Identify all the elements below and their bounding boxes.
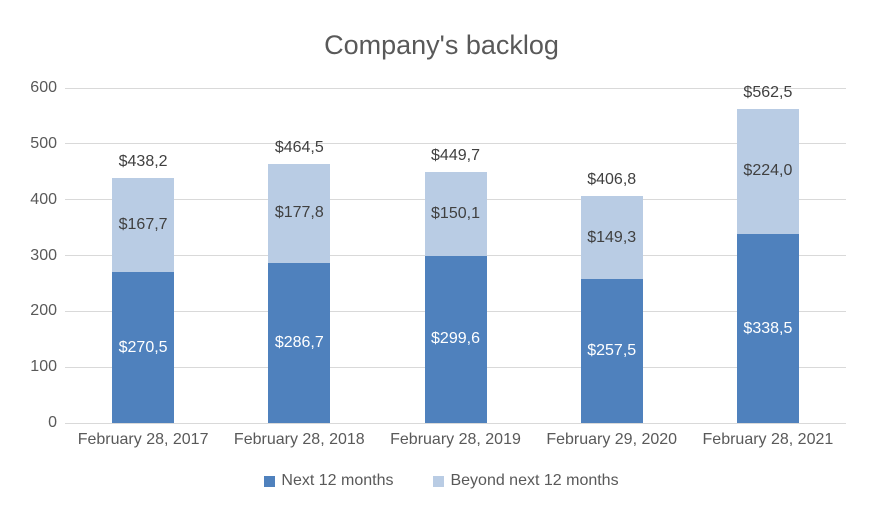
total-value-label: $438,2: [118, 153, 168, 171]
bar-segment-next-12-months: [424, 255, 487, 423]
value-label-next-12-months: $257,5: [587, 342, 637, 360]
y-axis-tick-label: 0: [48, 414, 57, 431]
value-label-beyond-next-12-months: $167,7: [118, 216, 168, 234]
x-axis-category-label: February 28, 2017: [77, 431, 209, 448]
x-axis-category-label: February 28, 2019: [390, 431, 521, 448]
legend: Next 12 months Beyond next 12 months: [0, 472, 883, 490]
bar-segment-beyond-next-12-months: [112, 178, 175, 272]
legend-label: Next 12 months: [281, 472, 394, 489]
value-label-next-12-months: $299,6: [431, 330, 480, 348]
total-value-label: $449,7: [431, 146, 480, 164]
gridline: [65, 87, 846, 89]
gridline: [65, 143, 846, 145]
bar-segment-next-12-months: [112, 271, 175, 423]
value-label-beyond-next-12-months: $150,1: [431, 204, 480, 222]
value-label-next-12-months: $270,5: [118, 338, 168, 356]
total-value-label: $406,8: [587, 170, 637, 188]
bar-segment-beyond-next-12-months: [268, 163, 331, 263]
bar-segment-beyond-next-12-months: [424, 171, 487, 256]
legend-item-next-12-months: Next 12 months: [264, 472, 393, 490]
total-value-label: $464,5: [274, 138, 324, 156]
value-label-beyond-next-12-months: $149,3: [587, 228, 637, 246]
total-value-label: $562,5: [743, 83, 793, 101]
bar-segment-beyond-next-12-months: [580, 195, 643, 280]
value-label-next-12-months: $338,5: [743, 319, 793, 337]
y-axis-tick-label: 500: [30, 134, 57, 152]
legend-swatch-next-12-months: [264, 475, 276, 487]
value-label-beyond-next-12-months: $224,0: [743, 162, 793, 180]
y-axis-tick-label: 200: [30, 302, 57, 320]
bar-segment-next-12-months: [736, 234, 799, 423]
bar-segment-next-12-months: [580, 279, 643, 423]
x-axis-category-label: February 28, 2018: [233, 431, 365, 448]
legend-label: Beyond next 12 months: [450, 472, 619, 489]
plot-area: $270,5 $167,7 $438,2 $286,7 $177,8 $464,5 $299…: [65, 84, 846, 424]
bar-segment-beyond-next-12-months: [736, 108, 799, 235]
legend-item-beyond-next-12-months: Beyond next 12 months: [433, 472, 619, 490]
value-label-next-12-months: $286,7: [274, 333, 324, 351]
gridline: [65, 422, 846, 424]
x-axis-category-label: February 29, 2020: [546, 431, 678, 448]
x-axis-category-label: February 28, 2021: [702, 431, 834, 448]
y-axis-tick-label: 100: [30, 358, 57, 376]
legend-swatch-beyond-next-12-months: [433, 475, 445, 487]
y-axis-tick-label: 300: [30, 246, 57, 264]
bar-segment-next-12-months: [268, 262, 331, 423]
value-label-beyond-next-12-months: $177,8: [274, 204, 324, 222]
y-axis-tick-label: 400: [30, 190, 57, 208]
chart-title: Company's backlog: [324, 30, 559, 60]
y-axis-tick-label: 600: [30, 79, 57, 96]
